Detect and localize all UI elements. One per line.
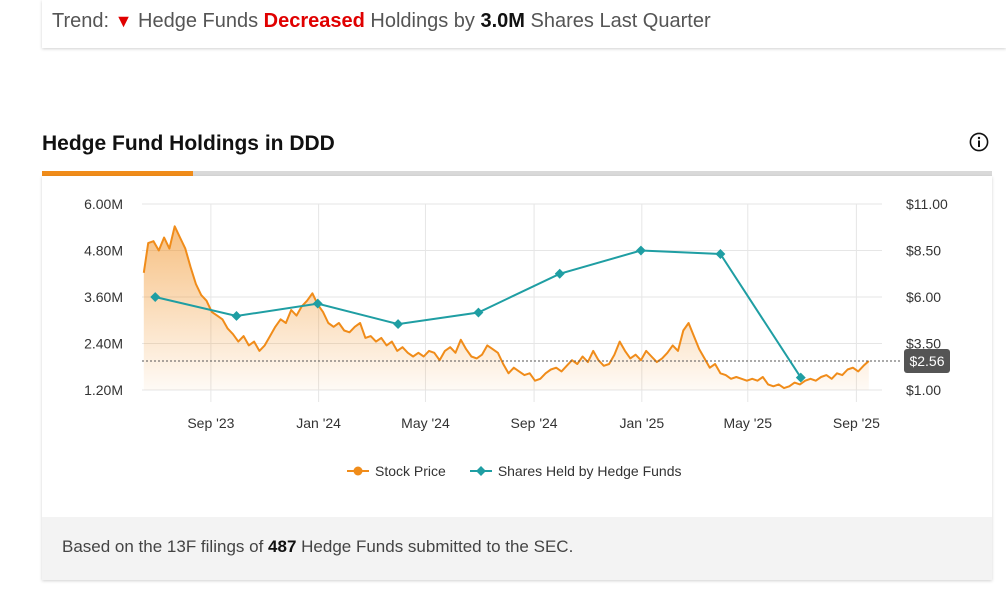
shares-point [554, 268, 565, 279]
footer: Based on the 13F filings of 487 Hedge Fu… [42, 517, 992, 580]
x-tick-label: Sep '25 [833, 415, 880, 431]
section-title: Hedge Fund Holdings in DDD [42, 132, 335, 155]
y-right-tick-label: $8.50 [906, 243, 941, 259]
shares-point [635, 245, 646, 256]
holdings-chart: 6.00M $11.00 4.80M $8.50 3.60M $6.00 2.40M $3.5… [84, 196, 950, 431]
info-icon[interactable] [969, 132, 989, 152]
y-left-tick-label: 3.60M [84, 289, 123, 305]
price-line [142, 225, 870, 390]
footer-suffix: Hedge Funds submitted to the SEC. [301, 537, 574, 556]
tab-active-indicator[interactable] [42, 171, 193, 176]
legend-item-price[interactable]: Stock Price [347, 463, 446, 479]
trend-prefix: Trend: [52, 10, 110, 32]
y-left-tick-label: 4.80M [84, 243, 123, 259]
trend-amount: 3.0M [480, 10, 525, 32]
chart-card: 6.00M $11.00 4.80M $8.50 3.60M $6.00 2.40M $3.5… [42, 176, 992, 580]
trend-text-2: Holdings by [370, 10, 475, 32]
legend-label-price: Stock Price [375, 463, 446, 479]
trend-summary: Trend: ▼ Hedge Funds Decreased Holdings … [52, 10, 711, 33]
trend-text-3: Shares Last Quarter [530, 10, 711, 32]
price-area [143, 226, 869, 390]
footer-prefix: Based on the 13F filings of [62, 537, 264, 556]
y-right-tick-label: $3.50 [906, 336, 941, 352]
y-left-tick-label: 1.20M [84, 382, 123, 398]
down-arrow-icon: ▼ [114, 11, 133, 31]
axis-labels: 6.00M $11.00 4.80M $8.50 3.60M $6.00 2.40M $3.5… [84, 196, 950, 431]
x-tick-label: May '25 [723, 415, 772, 431]
shares-legend-icon [469, 466, 492, 476]
hedge-fund-count: 487 [268, 537, 297, 556]
shares-point [473, 307, 484, 318]
x-tick-label: Jan '24 [296, 415, 341, 431]
trend-card: Trend: ▼ Hedge Funds Decreased Holdings … [42, 0, 1006, 48]
y-left-tick-label: 2.40M [84, 336, 123, 352]
y-right-tick-label: $1.00 [906, 382, 941, 398]
footer-text: Based on the 13F filings of 487 Hedge Fu… [62, 537, 573, 557]
price-area-fill [143, 226, 869, 390]
x-tick-label: Sep '23 [187, 415, 234, 431]
x-tick-label: May '24 [401, 415, 450, 431]
y-left-tick-label: 6.00M [84, 196, 123, 212]
current-price-label: $2.56 [909, 353, 944, 369]
price-legend-icon [347, 466, 369, 476]
tab-track [42, 171, 992, 176]
x-tick-label: Sep '24 [511, 415, 558, 431]
shares-point [393, 319, 404, 330]
shares-point [231, 311, 242, 321]
y-right-tick-label: $6.00 [906, 289, 941, 305]
legend-item-shares[interactable]: Shares Held by Hedge Funds [469, 463, 682, 479]
legend: Stock Price Shares Held by Hedge Funds [347, 463, 681, 479]
legend-label-shares: Shares Held by Hedge Funds [497, 463, 682, 479]
trend-direction: Decreased [263, 10, 365, 32]
trend-text-1: Hedge Funds [138, 10, 259, 32]
current-price-badge [904, 348, 950, 373]
y-right-tick-label: $11.00 [906, 196, 948, 212]
x-tick-label: Jan '25 [619, 415, 664, 431]
